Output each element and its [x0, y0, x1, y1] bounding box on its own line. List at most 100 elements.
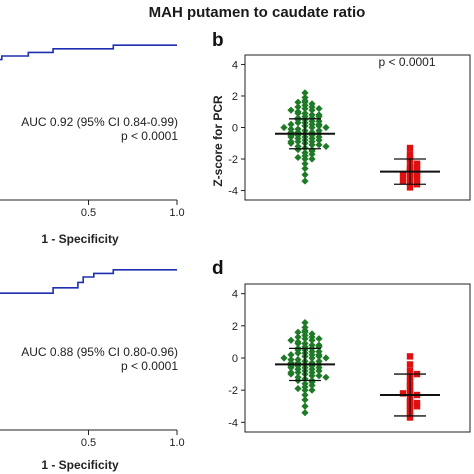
- data-point-group1: [301, 155, 309, 163]
- data-point-group2: [406, 367, 414, 375]
- data-point-group2: [399, 171, 407, 178]
- x-tick-label: 0.5: [81, 207, 96, 219]
- data-point-group1: [287, 138, 295, 146]
- x-tick-label: 1.0: [169, 207, 184, 219]
- data-point-group1: [308, 106, 316, 114]
- y-tick-label: 2: [232, 91, 238, 103]
- data-point-group1: [301, 409, 309, 417]
- data-point-group1: [308, 141, 316, 149]
- data-point-group1: [287, 368, 295, 377]
- scatter-panel-b: b p < 0.0001 Z-score for PCR 4 2 0 -2 -4: [211, 30, 471, 201]
- scatter-panel-d: d 4 2 0 -2 -4: [212, 258, 471, 433]
- data-point-group1: [301, 160, 309, 168]
- data-point-group1: [301, 386, 309, 394]
- data-point-group1: [308, 336, 316, 344]
- plot-frame: [244, 54, 471, 201]
- y-tick-label: -2: [228, 154, 238, 166]
- data-point-group2: [413, 162, 421, 169]
- data-point-group1: [294, 368, 302, 377]
- data-point-group1: [280, 354, 288, 362]
- data-point-group1: [301, 177, 309, 185]
- data-point-group1: [287, 106, 295, 114]
- data-point-group1: [294, 328, 302, 336]
- data-point-group1: [301, 319, 309, 327]
- data-point-group1: [322, 354, 330, 362]
- data-point-group2: [406, 353, 414, 360]
- data-point-group2: [406, 414, 414, 421]
- data-point-group1: [308, 354, 316, 362]
- data-point-group1: [294, 98, 302, 106]
- data-point-group1: [301, 164, 309, 173]
- panel-label-d: d: [212, 258, 224, 279]
- y-axis-label-b: Z-score for PCR: [211, 95, 225, 187]
- data-point-group2: [399, 390, 407, 397]
- y-tick-label: -4: [228, 186, 238, 198]
- data-point-group1: [301, 104, 309, 113]
- data-point-group1: [280, 123, 288, 132]
- data-point-group1: [308, 386, 316, 394]
- roc-curve: [0, 44, 177, 61]
- data-point-group1: [308, 372, 316, 380]
- y-tick-label: 0: [232, 123, 238, 135]
- data-point-group1: [301, 335, 309, 343]
- data-point-group1: [294, 138, 302, 146]
- roc-panel-top: AUC 0.92 (95% CI 0.84-0.99) p < 0.0001 1…: [0, 44, 185, 246]
- data-point-group2: [406, 144, 414, 152]
- y-tick-label: 2: [232, 321, 238, 333]
- panel-label-b: b: [212, 30, 224, 51]
- x-axis-label-top: 1 - Specificity: [41, 232, 119, 246]
- p-value-annotation-bottom: p < 0.0001: [121, 359, 178, 373]
- y-tick-label: -2: [228, 385, 238, 397]
- data-point-group1: [294, 153, 302, 162]
- data-point-group1: [301, 402, 309, 410]
- data-point-group1: [287, 120, 295, 128]
- plot-frame: [244, 283, 471, 433]
- data-point-group1: [301, 171, 309, 179]
- data-point-group1: [301, 396, 309, 404]
- data-point-group1: [294, 145, 302, 154]
- data-point-group1: [301, 89, 309, 97]
- y-tick-label: -4: [228, 417, 238, 429]
- data-point-group2: [406, 184, 414, 191]
- data-point-group1: [294, 339, 302, 348]
- data-point-group1: [294, 109, 302, 117]
- x-axis-label-bottom: 1 - Specificity: [41, 458, 119, 472]
- y-tick-label: 4: [232, 59, 238, 71]
- data-point-group1: [294, 384, 302, 393]
- data-point-group1: [301, 391, 309, 399]
- data-point-group1: [315, 335, 323, 343]
- data-point-group1: [315, 104, 323, 113]
- data-point-group2: [399, 177, 407, 185]
- data-point-group2: [413, 403, 421, 410]
- roc-panel-bottom: AUC 0.88 (95% CI 0.80-0.96) p < 0.0001 1…: [0, 268, 185, 472]
- data-point-group1: [315, 367, 323, 375]
- auc-annotation-bottom: AUC 0.88 (95% CI 0.80-0.96): [21, 345, 178, 359]
- x-tick-label: 0.5: [81, 437, 96, 449]
- roc-curve: [0, 268, 177, 295]
- data-point-group1: [294, 103, 302, 111]
- p-value-annotation-top: p < 0.0001: [121, 129, 178, 143]
- p-value-annotation-b: p < 0.0001: [378, 55, 435, 69]
- data-point-group1: [308, 123, 316, 132]
- data-point-group2: [413, 399, 421, 407]
- data-point-group1: [322, 142, 330, 151]
- data-point-group2: [413, 176, 421, 183]
- data-point-group1: [294, 116, 302, 124]
- data-point-group1: [287, 351, 295, 359]
- data-point-group1: [315, 136, 323, 144]
- data-point-group1: [322, 373, 330, 381]
- data-point-group2: [406, 361, 414, 368]
- data-point-group1: [315, 372, 323, 380]
- y-tick-label: 0: [232, 353, 238, 365]
- figure-title: MAH putamen to caudate ratio: [149, 4, 366, 21]
- data-point-group1: [315, 347, 323, 356]
- auc-annotation-top: AUC 0.92 (95% CI 0.84-0.99): [21, 115, 178, 129]
- data-point-group1: [294, 333, 302, 341]
- data-point-group1: [322, 123, 330, 132]
- data-point-group1: [287, 336, 295, 344]
- data-point-group1: [315, 141, 323, 149]
- y-tick-label: 4: [232, 289, 238, 301]
- x-tick-label: 1.0: [169, 437, 184, 449]
- data-point-group1: [308, 155, 316, 163]
